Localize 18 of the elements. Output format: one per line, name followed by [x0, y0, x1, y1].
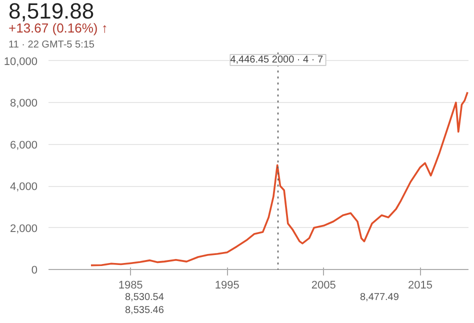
text: 11 · 22 GMT-5 5:15	[8, 40, 95, 50]
x-tick-label: 2005	[311, 280, 336, 292]
x-tick-label: 1985	[118, 280, 143, 292]
text: 8,535.46	[125, 304, 164, 318]
x-tick-label: 2015	[408, 280, 432, 292]
y-tick-label: 10,000	[4, 56, 38, 68]
y-tick-label: 6,000	[10, 139, 38, 152]
y-tick-label: 4,000	[10, 181, 38, 194]
y-tick-label: 0	[31, 264, 38, 276]
line-series	[90, 91, 468, 266]
text: 8,530.54	[125, 291, 164, 305]
y-tick-label: 8,000	[10, 98, 38, 110]
chart-title: 8,519.88	[8, 0, 94, 24]
x-tick-label: 1995	[214, 280, 240, 292]
y-tick-label: 2,000	[10, 222, 38, 235]
ref-line-label: 4,446.45 2000 · 4 · 7	[230, 54, 324, 66]
chart-subtitle: +13.67 (0.16%) ↑	[8, 20, 108, 36]
text: 8,477.49	[360, 291, 399, 305]
